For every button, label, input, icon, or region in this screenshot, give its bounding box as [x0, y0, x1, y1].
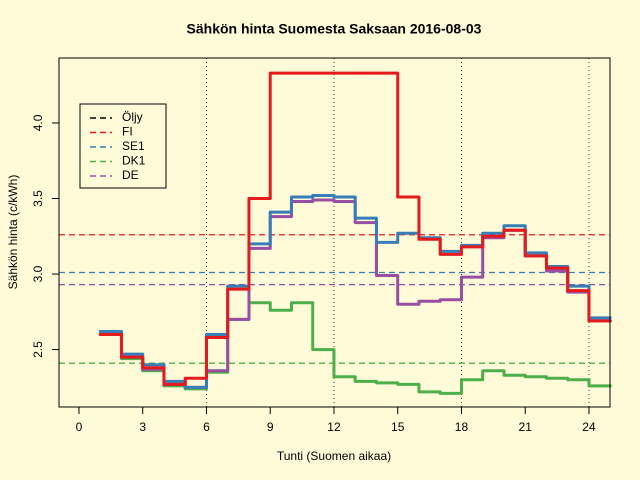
legend-box [79, 103, 167, 189]
legend-label: DK1 [122, 154, 146, 168]
x-tick-label: 0 [76, 420, 83, 434]
x-tick-label: 3 [139, 420, 146, 434]
plot-frame [58, 57, 611, 408]
x-tick-label: 21 [519, 420, 533, 434]
y-tick-label: 4.0 [31, 114, 45, 131]
x-axis-label: Tunti (Suomen aikaa) [277, 449, 391, 463]
legend-label: DE [122, 168, 139, 182]
legend-label: Öljy [122, 110, 143, 124]
legend-label: SE1 [122, 139, 145, 153]
x-tick-label: 18 [455, 420, 469, 434]
y-tick-label: 2.5 [31, 341, 45, 358]
chart-title: Sähkön hinta Suomesta Saksaan 2016-08-03 [187, 21, 482, 37]
x-tick-label: 15 [391, 420, 405, 434]
x-tick-label: 6 [203, 420, 210, 434]
y-axis-label: Sähkön hinta (c/kWh) [6, 175, 20, 290]
x-tick-label: 12 [327, 420, 341, 434]
y-tick-label: 3.5 [31, 190, 45, 207]
y-tick-label: 3.0 [31, 265, 45, 282]
x-tick-label: 24 [582, 420, 596, 434]
legend-label: FI [122, 125, 133, 139]
x-tick-label: 9 [267, 420, 274, 434]
